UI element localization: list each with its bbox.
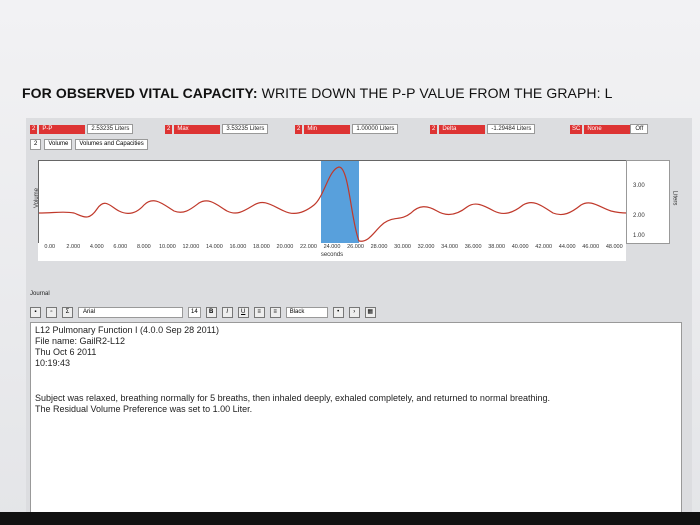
measurement-channel[interactable]: 2 <box>295 124 303 134</box>
question-bold: FOR OBSERVED VITAL CAPACITY: <box>22 85 258 101</box>
x-tick: 10.000 <box>158 244 176 250</box>
y-tick: 2.00 <box>633 213 645 219</box>
measurement-value: 1.00000 Liters <box>352 124 399 134</box>
indent-icon[interactable]: › <box>348 306 360 318</box>
font-select[interactable]: Arial <box>78 306 183 318</box>
x-tick: 40.000 <box>511 244 529 250</box>
x-tick: 20.000 <box>276 244 294 250</box>
journal-toolbar: ▪ ▫ Σ Arial 14 B I U ≡ ≡ Black • › ▦ <box>30 306 680 318</box>
italic-icon[interactable]: I <box>221 306 233 318</box>
sc-value: Off <box>630 124 649 134</box>
measurement-channel[interactable]: 2 <box>430 124 438 134</box>
x-axis-label: seconds <box>320 252 344 258</box>
volume-chart[interactable] <box>38 160 628 244</box>
sc-type[interactable]: None <box>584 124 631 134</box>
x-tick: 28.000 <box>370 244 388 250</box>
x-tick: 0.00 <box>44 244 56 250</box>
save-icon[interactable]: ▪ <box>30 306 41 318</box>
volume-trace-svg <box>39 161 627 243</box>
font-size-select[interactable]: 14 <box>188 306 201 318</box>
underline-icon[interactable]: U <box>237 306 249 318</box>
question-text: FOR OBSERVED VITAL CAPACITY: WRITE DOWN … <box>22 85 613 101</box>
x-tick: 48.000 <box>605 244 623 250</box>
volume-trace <box>39 166 627 242</box>
x-tick: 30.000 <box>394 244 411 250</box>
selected-region[interactable] <box>321 161 359 243</box>
channel-label[interactable]: Volumes and Capacities <box>75 138 148 150</box>
y-tick: 1.00 <box>633 233 645 239</box>
journal-line: The Residual Volume Preference was set t… <box>35 404 253 414</box>
question-rest: WRITE DOWN THE P-P VALUE FROM THE GRAPH:… <box>257 85 613 101</box>
journal-line: L12 Pulmonary Function I (4.0.0 Sep 28 2… <box>35 325 219 335</box>
journal-text-area[interactable]: L12 Pulmonary Function I (4.0.0 Sep 28 2… <box>30 322 682 514</box>
x-tick: 34.000 <box>441 244 459 250</box>
x-tick: 22.000 <box>300 244 317 250</box>
measurement-bar: 2 P-P 2.53235 Liters 2 Max 3.53235 Liter… <box>30 123 690 135</box>
align-center-icon[interactable]: ≡ <box>269 306 281 318</box>
x-tick: 32.000 <box>417 244 435 250</box>
journal-line: File name: GailR2-L12 <box>35 336 126 346</box>
journal-line: 10:19:43 <box>35 358 71 368</box>
x-tick: 44.000 <box>558 244 576 250</box>
channel-name[interactable]: Volume <box>44 138 73 150</box>
y-axis-label-right: Liters <box>671 190 678 206</box>
sum-icon[interactable]: Σ <box>62 306 73 318</box>
measurement-channel[interactable]: 2 <box>30 124 38 134</box>
bold-icon[interactable]: B <box>205 306 217 318</box>
x-tick: 12.000 <box>182 244 200 250</box>
channel-row: 2 Volume Volumes and Capacities <box>30 138 690 150</box>
measurement-channel[interactable]: 2 <box>165 124 173 134</box>
measurement-4[interactable]: 2 Delta -1.29484 Liters <box>430 123 536 135</box>
measurement-type[interactable]: Max <box>174 124 221 134</box>
sc-label[interactable]: SC <box>570 124 583 134</box>
x-tick: 38.000 <box>488 244 506 250</box>
channel-number[interactable]: 2 <box>30 138 42 150</box>
print-icon[interactable]: ▫ <box>46 306 57 318</box>
screen-bezel <box>0 512 700 525</box>
align-left-icon[interactable]: ≡ <box>253 306 265 318</box>
measurement-value: -1.29484 Liters <box>487 124 536 134</box>
bullets-icon[interactable]: • <box>332 306 344 318</box>
measurement-type[interactable]: Min <box>304 124 351 134</box>
journal-line: Subject was relaxed, breathing normally … <box>35 393 550 403</box>
x-tick: 24.000 <box>323 244 341 250</box>
x-tick: 16.000 <box>229 244 247 250</box>
x-tick: 4.000 <box>89 244 104 250</box>
x-tick: 14.000 <box>205 244 223 250</box>
x-axis: 0.00 2.000 4.000 6.000 8.000 10.000 12.0… <box>38 243 626 261</box>
measurement-sc[interactable]: SC None Off <box>570 123 649 135</box>
measurement-value: 3.53235 Liters <box>222 124 269 134</box>
measurement-2[interactable]: 2 Max 3.53235 Liters <box>165 123 269 135</box>
x-tick: 42.000 <box>535 244 553 250</box>
y-axis-right: 3.00 2.00 1.00 <box>626 160 670 244</box>
x-tick: 6.000 <box>113 244 128 250</box>
table-icon[interactable]: ▦ <box>364 306 376 318</box>
x-tick: 46.000 <box>582 244 600 250</box>
x-tick: 36.000 <box>464 244 482 250</box>
x-tick: 2.000 <box>66 244 81 250</box>
x-tick: 8.000 <box>136 244 151 250</box>
journal-label: Journal <box>30 291 50 297</box>
measurement-type[interactable]: Delta <box>439 124 486 134</box>
text-color-select[interactable]: Black <box>285 306 328 318</box>
journal-line: Thu Oct 6 2011 <box>35 347 97 357</box>
measurement-type[interactable]: P-P <box>39 124 86 134</box>
measurement-3[interactable]: 2 Min 1.00000 Liters <box>295 123 399 135</box>
x-tick: 26.000 <box>347 244 364 250</box>
measurement-value: 2.53235 Liters <box>87 124 134 134</box>
y-tick: 3.00 <box>633 183 645 189</box>
x-tick: 18.000 <box>253 244 270 250</box>
measurement-1[interactable]: 2 P-P 2.53235 Liters <box>30 123 134 135</box>
